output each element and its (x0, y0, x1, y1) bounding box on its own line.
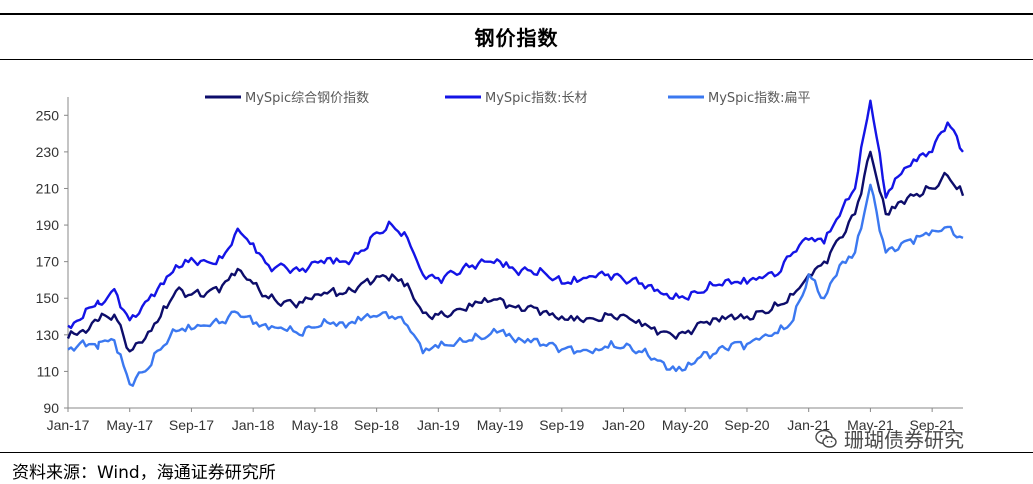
y-tick-label: 130 (36, 327, 60, 343)
x-tick-label: Jan-17 (47, 417, 90, 433)
watermark: 珊瑚债券研究 (814, 424, 964, 453)
x-tick-label: Jan-18 (232, 417, 275, 433)
wechat-icon (815, 429, 837, 448)
legend-label-3: MySpic指数:扁平 (708, 91, 811, 106)
y-tick-label: 170 (36, 254, 60, 270)
series-line-3 (67, 183, 964, 387)
x-tick-label: Sep-19 (539, 417, 584, 433)
legend-label-1: MySpic综合钢价指数 (245, 91, 369, 106)
x-tick-label: Jan-20 (602, 417, 645, 433)
x-tick-label: May-21 (847, 417, 894, 433)
x-tick-label: Jan-19 (417, 417, 460, 433)
series-line-1 (66, 150, 965, 353)
watermark-text: 珊瑚债券研究 (844, 428, 964, 452)
y-tick-label: 210 (36, 180, 60, 196)
title-divider (0, 59, 1033, 60)
y-tick-label: 110 (37, 363, 60, 379)
x-tick-label: Sep-18 (354, 417, 399, 433)
page-title: 钢价指数 (474, 26, 559, 50)
series-line-2 (67, 99, 964, 330)
source-note: 资料来源：Wind，海通证券研究所 (12, 463, 276, 483)
y-tick-label: 230 (36, 144, 60, 160)
x-tick-label: May-20 (662, 417, 709, 433)
legend-label-2: MySpic指数:长材 (485, 91, 588, 106)
y-tick-label: 150 (36, 290, 60, 306)
x-tick-label: Sep-20 (724, 417, 769, 433)
y-tick-label: 90 (43, 400, 59, 416)
bottom-rule (0, 452, 1033, 453)
x-tick-label: May-19 (477, 417, 524, 433)
steel-price-chart: 90 110 130 150 170 190 210 230 250 Jan-17 May-17 Se… (36, 91, 965, 433)
y-tick-label: 190 (36, 217, 60, 233)
top-rule (0, 13, 1033, 15)
x-tick-label: Jan-21 (787, 417, 830, 433)
x-tick-label: May-18 (292, 417, 339, 433)
x-tick-label: May-17 (106, 417, 153, 433)
x-tick-label: Sep-21 (910, 417, 955, 433)
y-tick-label: 250 (36, 107, 60, 123)
x-tick-label: Sep-17 (169, 417, 214, 433)
